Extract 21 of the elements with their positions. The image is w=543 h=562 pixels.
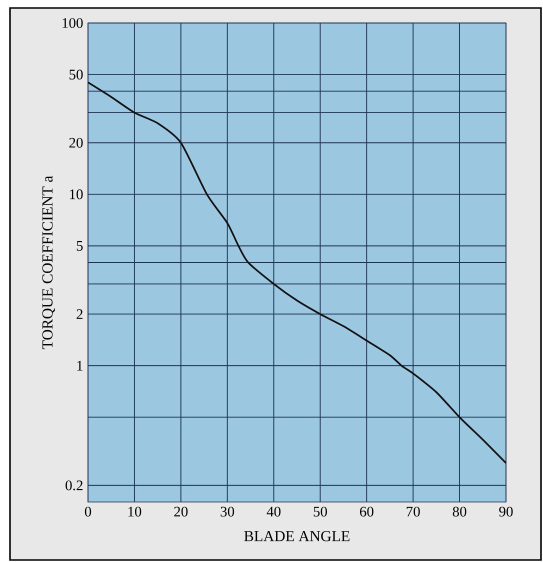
x-tick-label: 50 — [314, 506, 327, 517]
x-tick-label: 40 — [266, 506, 281, 517]
y-tick-label: 50 — [70, 70, 83, 80]
y-tick-label: 2 — [76, 309, 82, 319]
line-series — [88, 82, 506, 464]
x-tick-label: 90 — [499, 506, 513, 517]
x-tick-label: 10 — [128, 506, 142, 517]
x-tick-label: 30 — [220, 506, 234, 517]
x-tick-label: 80 — [452, 506, 466, 517]
y-tick-label: 1 — [77, 360, 82, 370]
y-tick-label: 10 — [70, 189, 83, 200]
x-axis-title: BLADE ANGLE — [244, 531, 350, 542]
y-axis-title: TORQUE COEFFICIENT a — [42, 176, 55, 350]
x-tick-label: 0 — [84, 506, 92, 517]
y-tick-label: 100 — [62, 18, 83, 28]
y-tick-label: 5 — [76, 241, 83, 251]
y-tick-label: 20 — [69, 138, 83, 148]
x-tick-label: 20 — [174, 506, 188, 517]
x-tick-label: 70 — [406, 506, 420, 517]
y-tick-label: 0.2 — [66, 480, 82, 490]
x-tick-label: 60 — [360, 506, 374, 517]
